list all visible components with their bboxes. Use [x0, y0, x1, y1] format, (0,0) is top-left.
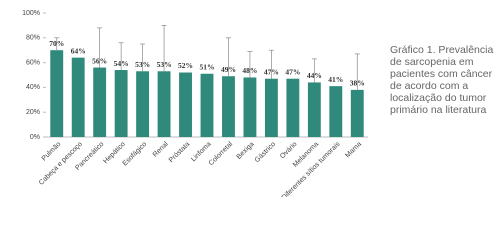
value-label: 47%	[285, 67, 300, 76]
y-tick-label: 60%	[26, 59, 40, 66]
value-label: 51%	[200, 62, 215, 71]
y-tick-label: 100%	[22, 10, 40, 17]
x-tick-label: Bexiga	[236, 141, 256, 161]
x-tick-label: Mama	[344, 141, 363, 160]
x-tick-label: Colorretal	[208, 140, 235, 167]
value-label: 53%	[157, 60, 172, 69]
value-label: 49%	[221, 65, 236, 74]
bar	[243, 77, 257, 137]
y-tick-label: 0%	[30, 134, 40, 141]
bar	[307, 82, 321, 137]
bar	[350, 89, 364, 137]
bar	[200, 73, 214, 137]
bar	[93, 67, 107, 137]
y-tick-label: 80%	[26, 35, 40, 42]
bar	[222, 76, 235, 137]
y-tick-label: 40%	[26, 84, 40, 91]
bar	[71, 57, 85, 137]
bar	[157, 71, 171, 137]
bar	[114, 70, 128, 137]
value-label: 41%	[328, 75, 343, 84]
bar	[136, 71, 150, 137]
bar	[329, 86, 343, 137]
x-tick-label: Próstata	[168, 141, 191, 164]
bar	[286, 78, 300, 137]
chart-title: Gráfico 1. Prevalência de sarcopenia em …	[390, 44, 494, 116]
value-label: 44%	[307, 71, 322, 80]
value-label: 53%	[135, 60, 150, 69]
value-label: 52%	[178, 61, 193, 70]
value-label: 47%	[264, 67, 279, 76]
x-tick-label: Renal	[152, 140, 170, 158]
value-label: 54%	[114, 59, 129, 68]
y-tick-label: 20%	[26, 109, 40, 116]
value-label: 56%	[92, 56, 107, 65]
x-tick-label: Ovário	[279, 141, 299, 161]
bar	[264, 78, 278, 137]
bar	[50, 50, 64, 138]
value-label: 38%	[350, 79, 365, 88]
page: 0% 20% 40% 60% 80% 100% Pulmão 70% Cabeça e pesc…	[22, 9, 494, 197]
x-tick-label: Gástrico	[254, 141, 277, 164]
value-label: 48%	[242, 66, 257, 75]
value-label: 70%	[49, 39, 64, 48]
bar	[179, 72, 192, 137]
value-label: 64%	[71, 46, 86, 55]
